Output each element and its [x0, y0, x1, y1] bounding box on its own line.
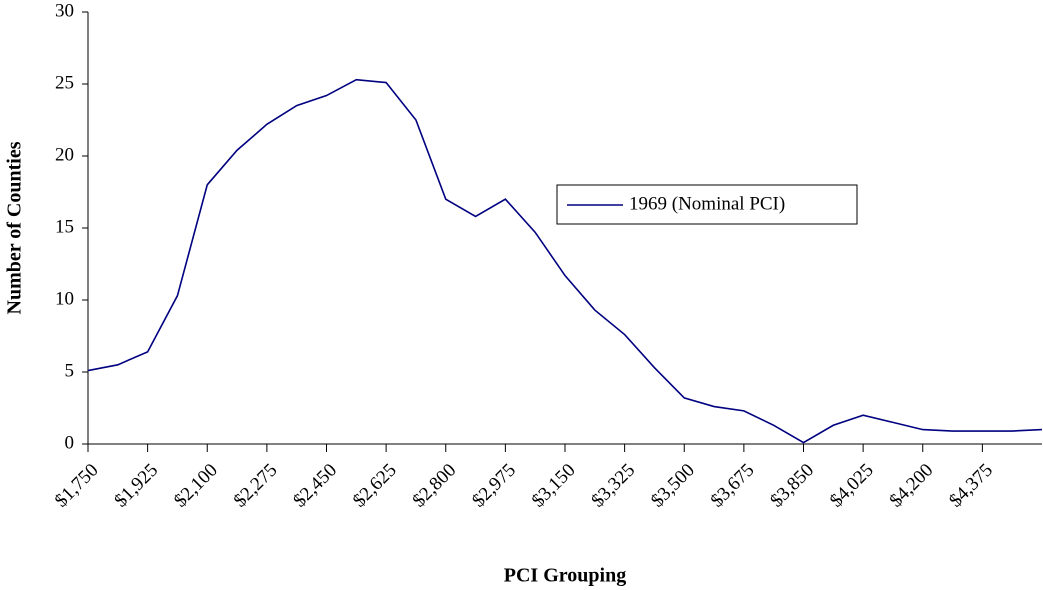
x-tick-label: $2,275: [230, 460, 282, 512]
x-tick-label: $2,975: [468, 460, 520, 512]
x-tick-label: $2,800: [409, 460, 461, 512]
y-tick-label: 25: [55, 72, 74, 93]
x-tick-label: $2,625: [349, 460, 401, 512]
x-tick-label: $3,325: [587, 460, 639, 512]
x-tick-label: $2,100: [170, 460, 222, 512]
y-tick-label: 15: [55, 216, 74, 237]
x-tick-label: $4,025: [826, 460, 878, 512]
x-tick-label: $1,750: [51, 460, 103, 512]
x-axis-label: PCI Grouping: [504, 565, 626, 587]
y-tick-label: 30: [55, 0, 74, 21]
x-tick-label: $3,500: [647, 460, 699, 512]
series-line: [87, 78, 1043, 444]
y-tick-label: 5: [65, 360, 75, 381]
y-tick-label: 0: [65, 432, 75, 453]
y-tick-label: 10: [55, 288, 74, 309]
x-tick-label: $1,925: [110, 460, 162, 512]
x-tick-label: $3,150: [528, 460, 580, 512]
x-tick-label: $3,675: [707, 460, 759, 512]
x-tick-label: $4,200: [886, 460, 938, 512]
legend-label: 1969 (Nominal PCI): [629, 193, 785, 214]
y-tick-label: 20: [55, 144, 74, 165]
y-axis-label: Number of Counties: [4, 141, 26, 314]
x-tick-label: $2,450: [289, 460, 341, 512]
x-tick-label: $3,850: [766, 460, 818, 512]
x-tick-label: $4,375: [945, 460, 997, 512]
